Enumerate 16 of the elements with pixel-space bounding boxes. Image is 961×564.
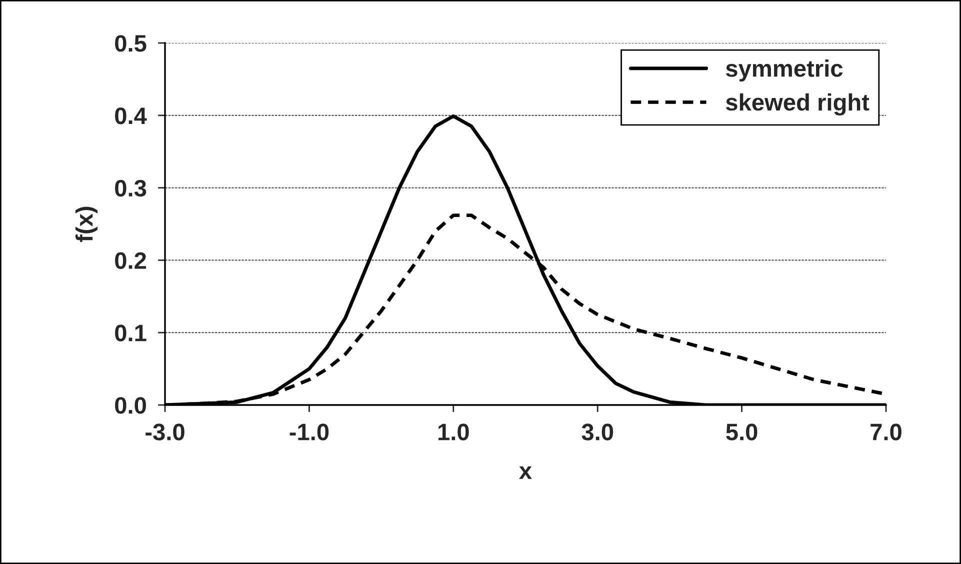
y-tick-label: 0.4: [115, 107, 147, 124]
y-tick-label: 0.0: [115, 397, 146, 414]
legend-label: symmetric: [726, 60, 843, 82]
x-tick-label: 1.0: [438, 424, 469, 440]
y-tick-label: 0.3: [115, 180, 146, 197]
legend-label: skewed right: [726, 93, 870, 116]
y-tick-label: 0.1: [115, 324, 146, 342]
x-tick-label: 5.0: [726, 424, 758, 440]
y-tick-label: 0.2: [115, 252, 146, 269]
x-axis-title: x: [519, 466, 532, 479]
y-axis-title: f(x): [75, 206, 98, 242]
y-tick-label: 0.5: [115, 35, 146, 52]
x-tick-label: -3.0: [146, 424, 184, 440]
x-tick-label: -1.0: [290, 424, 329, 440]
x-tick-label: 3.0: [582, 424, 614, 440]
x-tick-label: 7.0: [870, 424, 902, 440]
